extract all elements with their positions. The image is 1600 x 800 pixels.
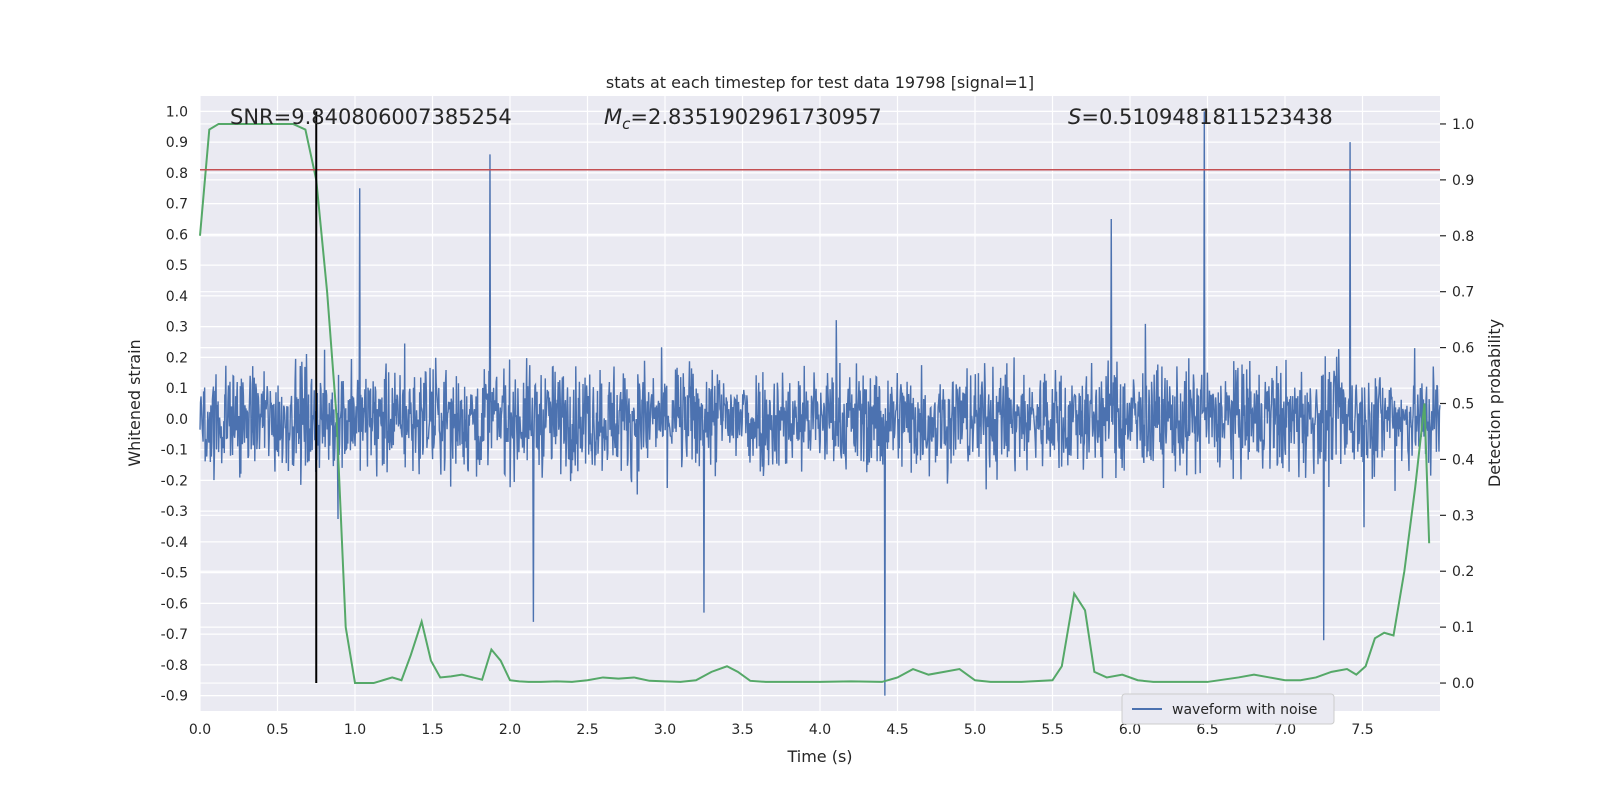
y-right-tick-label: 0.6 (1452, 341, 1474, 357)
x-tick-label: 3.0 (654, 722, 676, 738)
x-tick-label: 7.5 (1351, 722, 1373, 738)
x-axis-label: Time (s) (786, 747, 852, 766)
y-right-tick-label: 0.9 (1452, 173, 1474, 189)
y-right-tick-label: 0.7 (1452, 285, 1474, 301)
x-tick-label: 3.5 (731, 722, 753, 738)
chirp-mass-value: =2.8351902961730957 (630, 105, 881, 129)
x-tick-label: 6.5 (1196, 722, 1218, 738)
x-tick-label: 5.5 (1041, 722, 1063, 738)
y-left-tick-label: 0.6 (166, 227, 188, 243)
x-tick-label: 7.0 (1274, 722, 1296, 738)
y-left-tick-label: -0.2 (161, 473, 188, 489)
y-left-tick-label: 0.1 (166, 381, 188, 397)
s-symbol: S (1068, 105, 1081, 129)
y-left-tick-label: -0.7 (161, 627, 188, 643)
chart-title: stats at each timestep for test data 197… (606, 73, 1034, 92)
waveform-series (199, 111, 1441, 696)
x-axis-ticks: 0.0 0.5 1.0 1.5 2.0 2.5 3.0 3.5 4.0 4.5 5.0 5.5 6.0 6… (189, 722, 1374, 738)
x-tick-label: 6.0 (1119, 722, 1141, 738)
legend-box (1121, 693, 1335, 725)
y-left-tick-label: 0.9 (166, 135, 188, 151)
y-right-axis-ticks: 1.0 0.9 0.8 0.7 0.6 0.5 0.4 0.3 0.2 0.1 0.0 (1440, 117, 1474, 692)
waveform-line (199, 111, 1441, 696)
y-right-tick-label: 0.4 (1452, 452, 1474, 468)
s-annotation: S=0.5109481811523438 (1068, 105, 1333, 129)
legend: waveform with noise (1121, 693, 1335, 725)
x-tick-label: 5.0 (964, 722, 986, 738)
y-left-tick-label: -0.9 (161, 689, 188, 705)
y-left-tick-label: -0.1 (161, 443, 188, 459)
y-right-tick-label: 0.3 (1452, 508, 1474, 524)
x-tick-label: 0.0 (189, 722, 211, 738)
y-left-tick-label: 1.0 (166, 104, 188, 120)
probability-series (199, 122, 1431, 685)
y-right-tick-label: 0.1 (1452, 620, 1474, 636)
x-tick-label: 1.0 (344, 722, 366, 738)
s-value: =0.5109481811523438 (1081, 105, 1332, 129)
legend-waveform-label: waveform with noise (1172, 702, 1317, 718)
y-left-axis-label: Whitened strain (125, 339, 144, 466)
y-right-tick-label: 0.0 (1452, 676, 1474, 692)
y-left-tick-label: -0.6 (161, 596, 188, 612)
y-left-tick-label: 0.8 (166, 166, 188, 182)
y-left-axis-ticks: 1.0 0.9 0.8 0.7 0.6 0.5 0.4 0.3 0.2 0.1 0.0 -0.1 -0.… (161, 104, 188, 704)
y-left-tick-label: 0.0 (166, 412, 188, 428)
y-right-tick-label: 0.8 (1452, 229, 1474, 245)
reference-lines (200, 111, 1440, 684)
chirp-mass-subscript: c (622, 115, 631, 133)
snr-annotation: SNR=9.840806007385254 (230, 105, 512, 129)
y-left-tick-label: -0.3 (161, 504, 188, 520)
x-tick-label: 2.5 (576, 722, 598, 738)
probability-line (199, 122, 1431, 685)
chirp-mass-symbol: M (604, 105, 622, 129)
x-tick-label: 4.5 (886, 722, 908, 738)
y-left-tick-label: 0.2 (166, 350, 188, 366)
y-right-tick-label: 1.0 (1452, 117, 1474, 133)
y-left-tick-label: 0.5 (166, 258, 188, 274)
y-left-tick-label: -0.8 (161, 658, 188, 674)
x-tick-label: 0.5 (266, 722, 288, 738)
y-left-tick-label: 0.3 (166, 320, 188, 336)
x-tick-label: 1.5 (421, 722, 443, 738)
x-tick-label: 2.0 (499, 722, 521, 738)
y-left-tick-label: 0.4 (166, 289, 188, 305)
y-left-tick-label: -0.4 (161, 535, 188, 551)
chirp-mass-annotation: Mc=2.8351902961730957 (604, 105, 882, 133)
y-left-tick-label: 0.7 (166, 197, 188, 213)
x-tick-label: 4.0 (809, 722, 831, 738)
y-right-axis-label: Detection probability (1485, 319, 1504, 487)
y-right-tick-label: 0.2 (1452, 564, 1474, 580)
y-right-tick-label: 0.5 (1452, 397, 1474, 413)
y-left-tick-label: -0.5 (161, 566, 188, 582)
